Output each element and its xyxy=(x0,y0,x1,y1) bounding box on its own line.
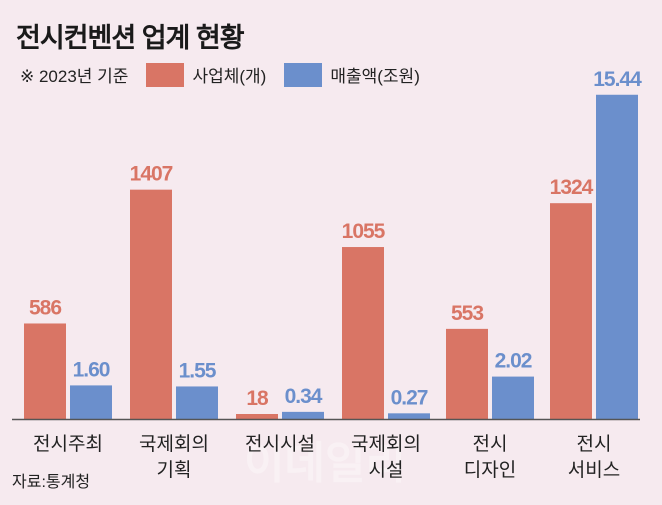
legend: ※ 2023년 기준 사업체(개) 매출액(조원) xyxy=(20,62,420,87)
category-label: 전시시설 xyxy=(245,433,315,455)
category-label: 디자인 xyxy=(464,459,516,481)
data-label: 1055 xyxy=(342,220,386,243)
category-label: 서비스 xyxy=(568,459,620,481)
bar-establishments xyxy=(236,414,278,419)
bar-revenue xyxy=(492,376,534,419)
source-note: 자료:통계청 xyxy=(12,474,91,491)
data-label: 553 xyxy=(451,302,483,325)
bar-establishments xyxy=(446,328,488,419)
bar-establishments xyxy=(550,203,592,419)
category-label: 전시 xyxy=(473,433,508,455)
legend-swatch-establishments xyxy=(146,62,185,87)
data-label: 0.27 xyxy=(391,386,428,409)
bar-revenue xyxy=(388,413,430,419)
legend-label-establishments: 사업체(개) xyxy=(192,67,267,86)
data-label: 15.44 xyxy=(593,68,642,91)
category-label: 국제회의 xyxy=(351,433,421,455)
data-label: 1407 xyxy=(130,163,173,186)
data-label: 1324 xyxy=(550,176,594,199)
data-label: 1.60 xyxy=(73,358,110,381)
data-label: 2.02 xyxy=(495,350,532,373)
category-label: 전시주최 xyxy=(33,433,103,455)
bar-revenue xyxy=(282,411,324,419)
bar-revenue xyxy=(70,385,112,419)
category-label: 국제회의 xyxy=(139,433,209,455)
data-label: 586 xyxy=(29,296,61,319)
category-label: 기획 xyxy=(157,459,192,481)
bar-establishments xyxy=(24,323,66,419)
watermark: 이데일리 xyxy=(244,439,406,488)
bar-establishments xyxy=(130,189,172,419)
bar-revenue xyxy=(596,94,638,419)
category-label: 시설 xyxy=(369,459,404,481)
category-label: 전시 xyxy=(577,433,612,455)
chart-title: 전시컨벤션 업계 현황 xyxy=(16,23,245,53)
legend-swatch-revenue xyxy=(284,62,323,87)
bar-establishments xyxy=(342,247,384,419)
data-label: 18 xyxy=(246,387,269,410)
note: ※ 2023년 기준 xyxy=(20,67,129,86)
legend-label-revenue: 매출액(조원) xyxy=(330,67,420,86)
bar-revenue xyxy=(176,386,218,419)
data-label: 0.34 xyxy=(285,385,323,408)
data-label: 1.55 xyxy=(179,359,217,382)
